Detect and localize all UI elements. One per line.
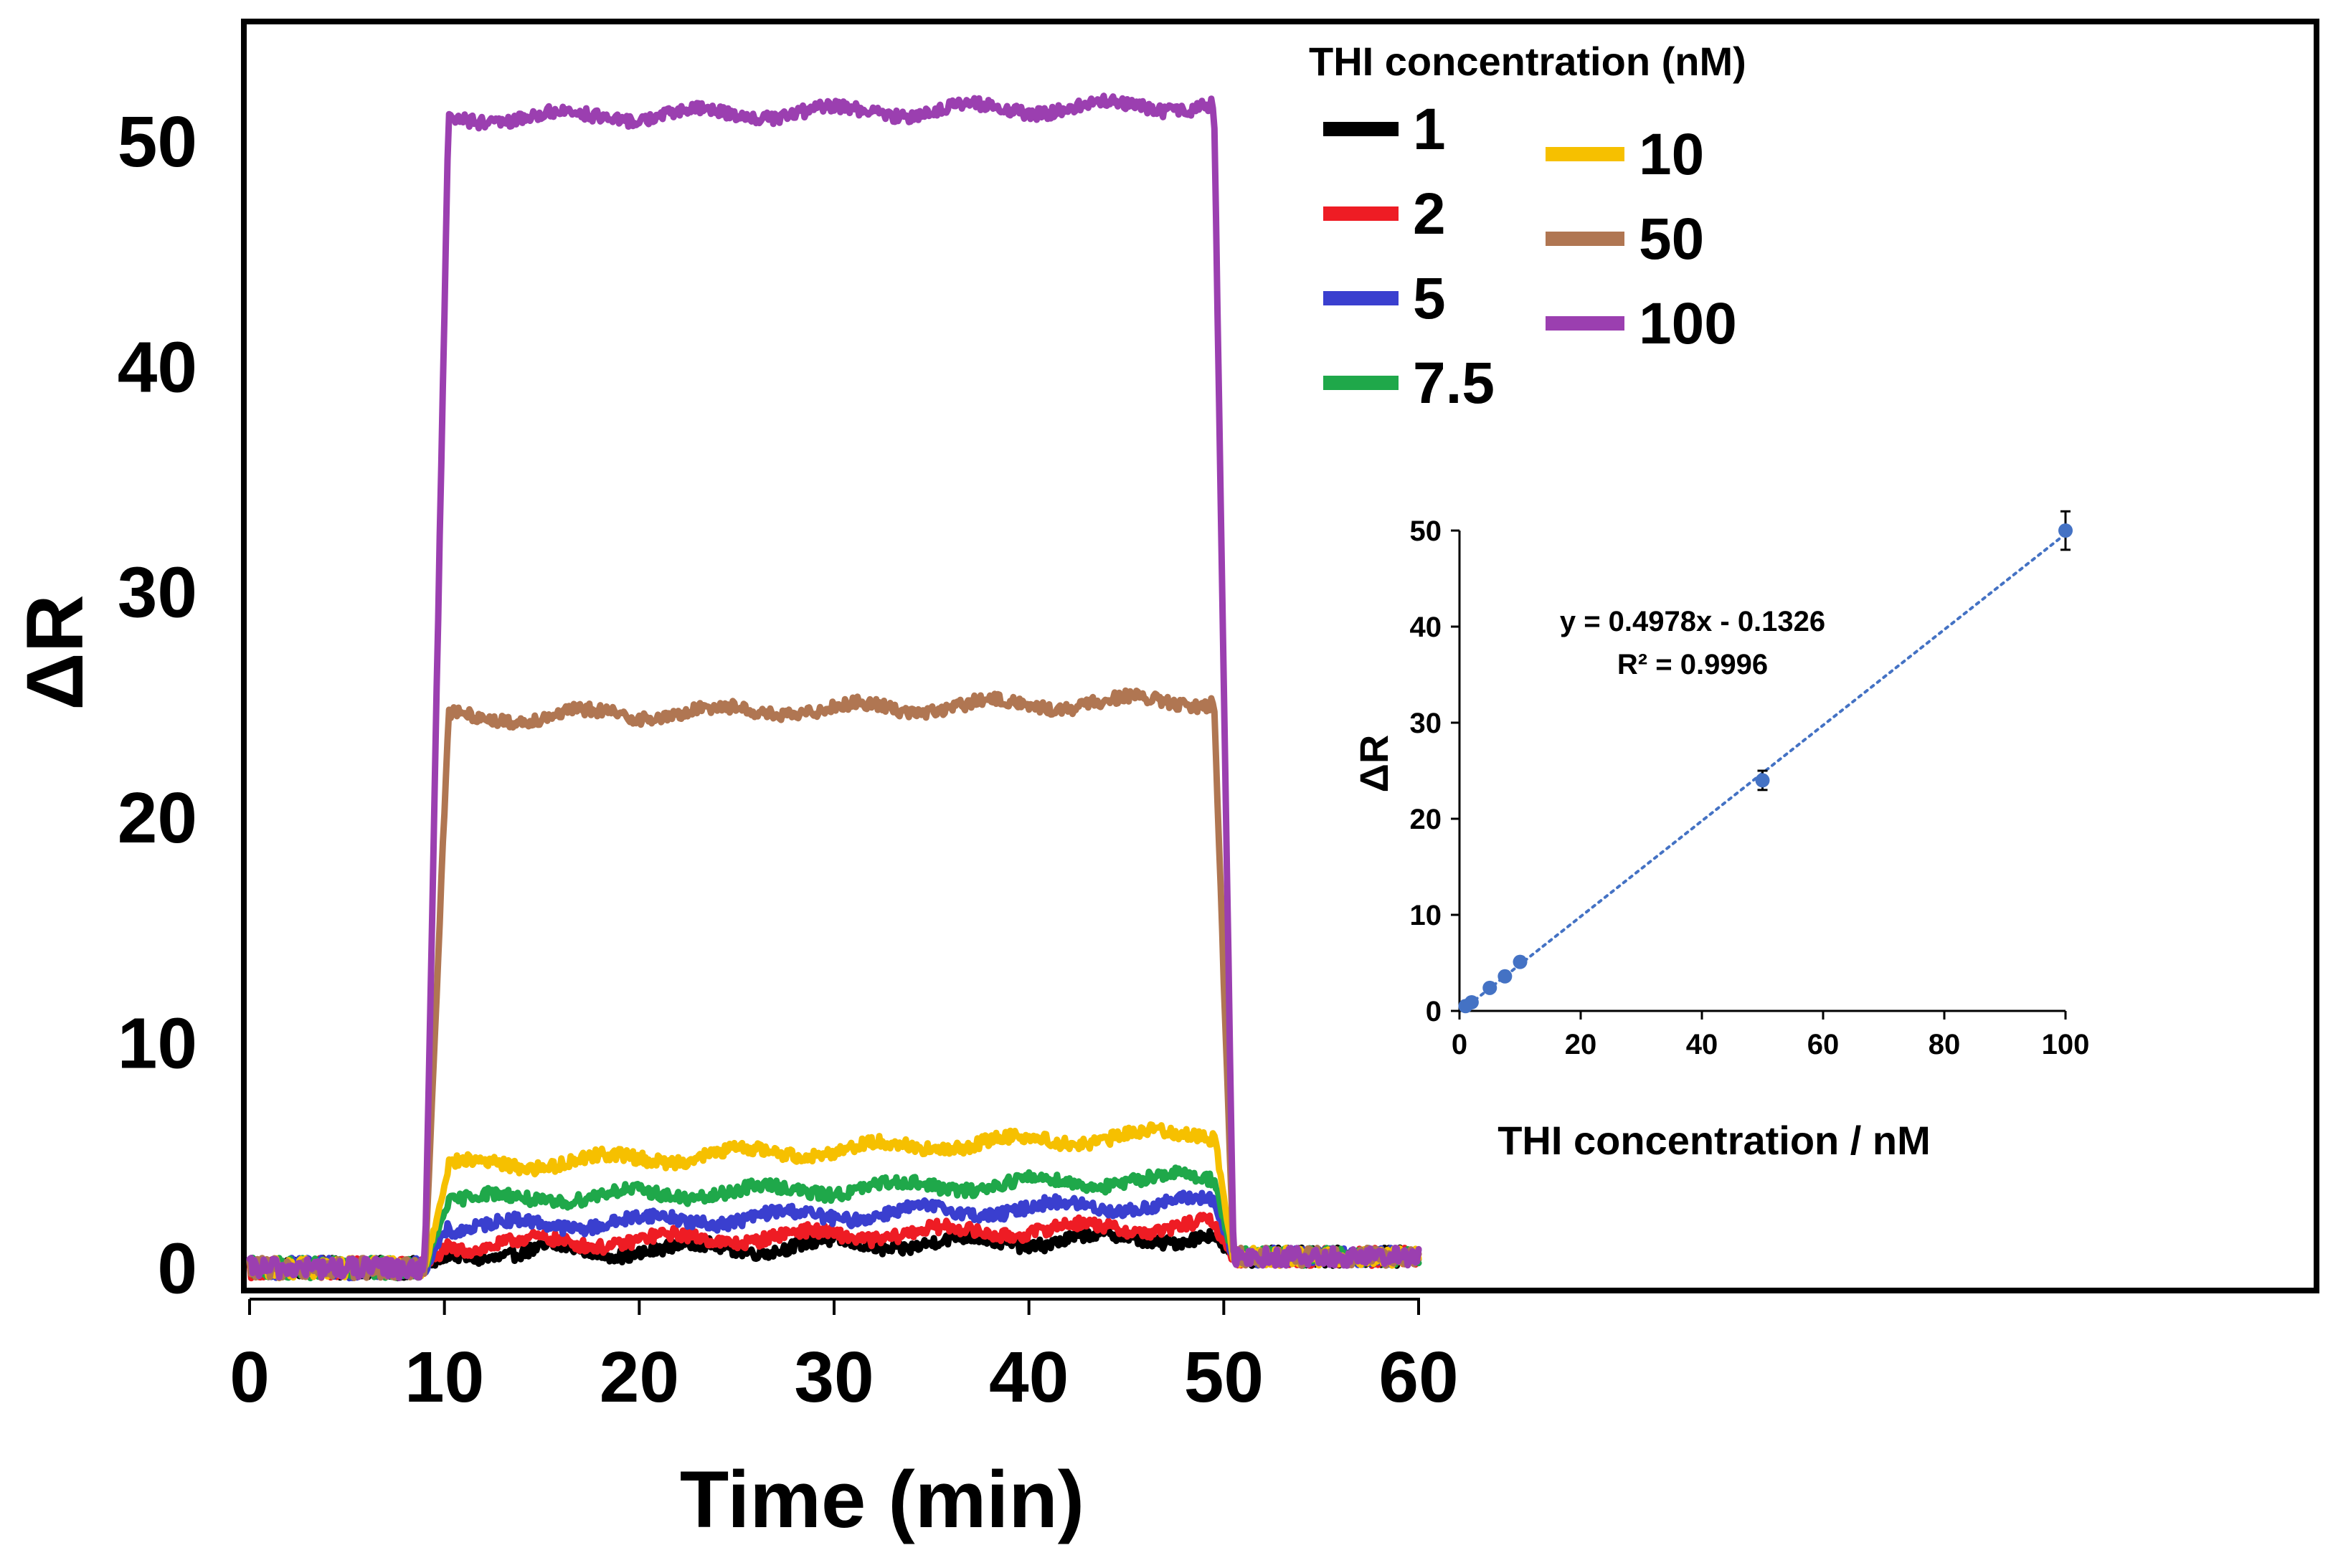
legend-label: 1 [1413, 97, 1446, 162]
inset-x-tick-label: 100 [2042, 1029, 2090, 1060]
inset-r-squared: R² = 0.9996 [1617, 649, 1768, 680]
inset-x-axis-title: THI concentration / nM [1497, 1118, 1931, 1163]
main-y-axis-title: ΔR [10, 594, 100, 710]
legend-label: 7.5 [1413, 351, 1495, 416]
legend-label: 5 [1413, 266, 1446, 331]
inset-data-point [1497, 969, 1513, 984]
series-line-50 [246, 687, 1422, 1281]
main-x-tick-label: 50 [1184, 1337, 1264, 1417]
legend-label: 10 [1639, 122, 1704, 187]
inset-data-point [1482, 980, 1497, 995]
main-x-tick-label: 0 [230, 1337, 270, 1417]
inset-trendline [1461, 532, 2067, 1012]
legend-label: 100 [1639, 291, 1737, 356]
inset-y-tick-label: 10 [1410, 900, 1442, 931]
inset-y-tick-label: 40 [1410, 612, 1442, 643]
inset-x-tick-label: 80 [1929, 1029, 1961, 1060]
inset-data-point [1513, 954, 1528, 969]
plot-frame [241, 19, 2319, 1293]
main-y-tick-label: 40 [118, 327, 197, 407]
main-x-axis-title: Time (min) [680, 1455, 1084, 1544]
legend-label: 50 [1639, 206, 1704, 272]
inset-x-tick-label: 20 [1565, 1029, 1597, 1060]
main-x-tick-label: 30 [794, 1337, 874, 1417]
legend: 1 2 5 7.5 10 50 100 [1323, 97, 1737, 416]
main-x-tick-label: 40 [989, 1337, 1069, 1417]
inset-x-tick-label: 40 [1686, 1029, 1718, 1060]
main-y-tick-label: 30 [118, 553, 197, 633]
main-y-tick-label: 10 [118, 1003, 197, 1083]
inset-y-tick-label: 30 [1410, 708, 1442, 739]
main-y-tick-label: 20 [118, 778, 197, 858]
series-line-5 [246, 1189, 1422, 1282]
legend-title: THI concentration (nM) [1309, 39, 1746, 84]
main-x-tick-label: 20 [600, 1337, 679, 1417]
inset-data-point [1755, 773, 1770, 788]
inset-equation: y = 0.4978x - 0.1326 [1560, 606, 1825, 637]
main-lines [246, 92, 1422, 1282]
series-line-10 [246, 1121, 1422, 1282]
main-y-tick-label: 0 [157, 1229, 197, 1309]
main-y-tick-label: 50 [118, 102, 197, 182]
main-x-tick-label: 10 [404, 1337, 484, 1417]
series-line-100 [246, 92, 1422, 1281]
inset-x-tick-label: 60 [1807, 1029, 1840, 1060]
inset-data-point [2058, 523, 2073, 538]
inset-chart: 0 20 40 60 80 100 0 10 20 30 40 50 [1410, 510, 2090, 1060]
inset-x-tick-label: 0 [1452, 1029, 1467, 1060]
inset-y-tick-label: 50 [1410, 515, 1442, 547]
series-line-2 [246, 1212, 1422, 1282]
inset-data-point [1464, 994, 1479, 1009]
main-x-tick-label: 60 [1378, 1337, 1458, 1417]
legend-label: 2 [1413, 181, 1446, 247]
inset-y-tick-label: 0 [1426, 996, 1442, 1027]
inset-y-axis-title: ΔR [1351, 735, 1396, 793]
inset-y-tick-label: 20 [1410, 804, 1442, 835]
